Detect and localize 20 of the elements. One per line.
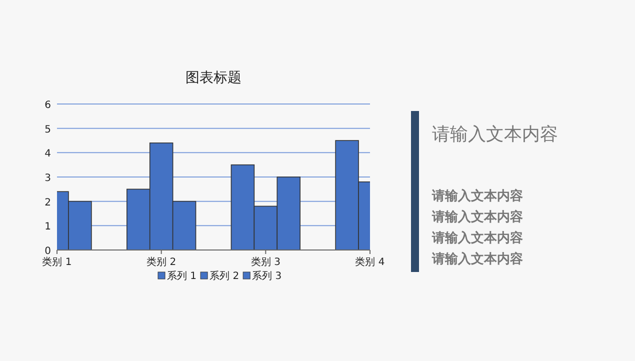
x-tick-label: 类别 2 bbox=[146, 256, 176, 268]
y-tick-label: 0 bbox=[44, 246, 51, 257]
x-tick-label: 类别 3 bbox=[250, 256, 280, 268]
text: 请输入文本内容 bbox=[431, 251, 523, 267]
legend-label: 系列 1 bbox=[167, 270, 197, 282]
y-tick-label: 1 bbox=[44, 222, 51, 233]
legend-label: 系列 3 bbox=[252, 270, 282, 282]
y-tick-label: 5 bbox=[44, 124, 51, 136]
x-tick-label: 类别 1 bbox=[42, 256, 72, 268]
y-tick-label: 6 bbox=[44, 100, 51, 111]
chart-title: 图表标题 bbox=[186, 70, 242, 86]
x-tick-label: 类别 4 bbox=[355, 256, 385, 268]
y-tick-label: 4 bbox=[44, 148, 51, 160]
y-tick-label: 3 bbox=[44, 173, 51, 184]
text: 请输入文本内容 bbox=[431, 230, 523, 246]
y-tick-label: 2 bbox=[44, 197, 51, 208]
legend-label: 系列 2 bbox=[210, 270, 240, 282]
text: 请输入文本内容 bbox=[431, 188, 523, 204]
text: 请输入文本内容 bbox=[432, 124, 558, 145]
text: 请输入文本内容 bbox=[431, 209, 523, 225]
